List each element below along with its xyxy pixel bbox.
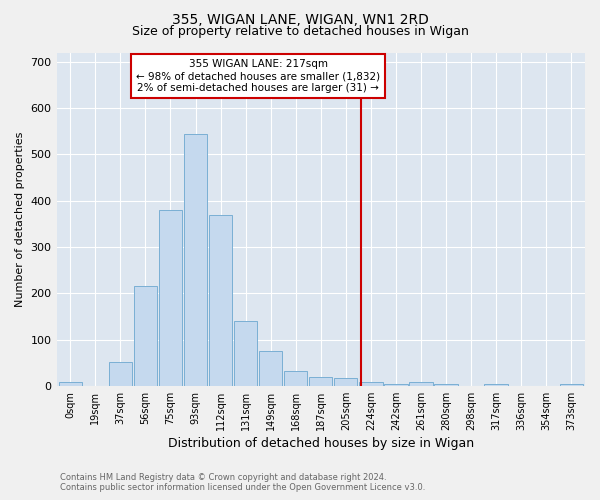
- Bar: [309, 376, 332, 386]
- Bar: [184, 134, 207, 386]
- Bar: [109, 362, 132, 386]
- Bar: [434, 384, 458, 386]
- Bar: [259, 351, 283, 386]
- Text: 355, WIGAN LANE, WIGAN, WN1 2RD: 355, WIGAN LANE, WIGAN, WN1 2RD: [172, 12, 428, 26]
- Y-axis label: Number of detached properties: Number of detached properties: [15, 132, 25, 307]
- Bar: [359, 382, 383, 386]
- Bar: [59, 382, 82, 386]
- Bar: [209, 214, 232, 386]
- Text: Contains HM Land Registry data © Crown copyright and database right 2024.
Contai: Contains HM Land Registry data © Crown c…: [60, 473, 425, 492]
- Bar: [409, 382, 433, 386]
- Bar: [334, 378, 358, 386]
- Bar: [484, 384, 508, 386]
- Bar: [134, 286, 157, 386]
- Bar: [560, 384, 583, 386]
- Bar: [159, 210, 182, 386]
- X-axis label: Distribution of detached houses by size in Wigan: Distribution of detached houses by size …: [168, 437, 474, 450]
- Text: 355 WIGAN LANE: 217sqm
← 98% of detached houses are smaller (1,832)
2% of semi-d: 355 WIGAN LANE: 217sqm ← 98% of detached…: [136, 60, 380, 92]
- Bar: [384, 384, 407, 386]
- Bar: [234, 321, 257, 386]
- Text: Size of property relative to detached houses in Wigan: Size of property relative to detached ho…: [131, 25, 469, 38]
- Bar: [284, 371, 307, 386]
